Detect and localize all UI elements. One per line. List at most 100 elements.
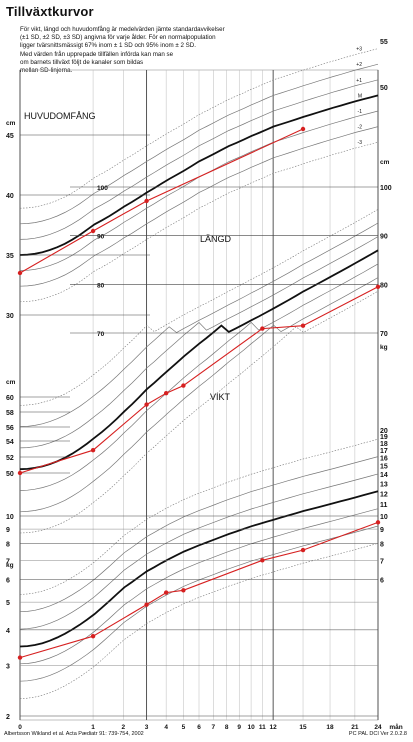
weight-tick-label: 10 xyxy=(6,514,14,521)
length-tick-label: 56 xyxy=(6,425,14,432)
child-length-point xyxy=(375,284,381,289)
age-tick-label: 7 xyxy=(212,724,216,731)
version-label: PC PAL DCI Ver 2.0.2.8 xyxy=(348,731,407,737)
child-weight-point xyxy=(375,520,381,525)
weight-tick-label-right: 10 xyxy=(380,514,388,521)
child-head-line xyxy=(19,128,304,274)
weight-tick-label-right: 8 xyxy=(380,542,384,549)
weight-sd-curve xyxy=(19,525,379,682)
weight-tick-label: 5 xyxy=(6,600,10,607)
head-sd-curve xyxy=(19,141,379,303)
length-tick-label-inner: 90 xyxy=(97,234,105,241)
child-head-point xyxy=(144,198,149,204)
sd-label: +2 xyxy=(356,62,362,68)
x-axis-unit: mån xyxy=(389,723,402,731)
child-weight-point xyxy=(300,547,306,553)
length-tick-label: 50 xyxy=(6,471,14,478)
citation: Albertsson Wikland et al. Acta Pædiatr 9… xyxy=(4,731,144,737)
age-tick-label: 11 xyxy=(259,724,266,731)
child-length-line xyxy=(19,286,379,474)
weight-sd-curve xyxy=(19,543,379,699)
length-tick-label-inner: 100 xyxy=(97,185,108,192)
child-length-point xyxy=(260,326,265,331)
weight-tick-label: 8 xyxy=(6,542,10,549)
age-tick-label: 21 xyxy=(351,724,359,731)
age-tick-label: 15 xyxy=(299,724,307,731)
child-weight-line xyxy=(19,521,379,659)
sd-label: M xyxy=(358,93,362,99)
age-tick-label: 0 xyxy=(18,724,22,731)
child-head-point xyxy=(17,270,23,276)
weight-tick-label-right: 14 xyxy=(380,472,388,479)
length-tick-label-right: 90 xyxy=(380,234,388,241)
length-tick-label: 54 xyxy=(6,439,14,446)
length-sd-curve xyxy=(19,236,379,449)
weight-tick-label-right: 9 xyxy=(380,527,384,534)
weight-tick-label-right: 20 xyxy=(380,428,388,435)
weight-tick-label: 7 xyxy=(6,558,10,565)
length-tick-label-right: 70 xyxy=(380,331,388,338)
weight-tick-label: 4 xyxy=(6,628,10,635)
length-tick-label-inner: 80 xyxy=(97,282,105,289)
age-tick-label: 6 xyxy=(197,724,201,731)
weight-unit-label-right: kg xyxy=(380,344,388,351)
head-tick-label: 45 xyxy=(6,133,14,140)
age-tick-label: 12 xyxy=(270,724,278,731)
sd-label: +1 xyxy=(356,78,362,84)
sd-label: -2 xyxy=(358,125,363,131)
weight-tick-label-right: 19 xyxy=(380,434,388,441)
weight-tick-label-right: 16 xyxy=(380,456,388,463)
age-tick-label: 2 xyxy=(122,724,126,731)
length-tick-label-right: 100 xyxy=(380,185,392,192)
child-length-point xyxy=(90,448,96,453)
age-tick-label: 10 xyxy=(247,724,255,731)
length-tick-label: 58 xyxy=(6,410,14,417)
weight-tick-label: 6 xyxy=(6,577,10,584)
age-tick-label: 5 xyxy=(182,724,186,731)
length-sd-curve xyxy=(19,209,379,406)
length-sd-curve xyxy=(19,222,379,427)
child-head-point xyxy=(300,126,306,132)
head-sd-curve xyxy=(19,48,379,209)
age-tick-label: 4 xyxy=(164,724,168,731)
length-tick-label-inner: 70 xyxy=(97,331,105,338)
child-weight-point xyxy=(163,590,169,595)
age-tick-label: 8 xyxy=(225,724,229,731)
length-unit-label-left: cm xyxy=(6,379,16,386)
head-tick-label-right: 50 xyxy=(380,85,388,92)
length-sd-curve xyxy=(19,277,379,513)
child-length-point xyxy=(300,323,306,328)
length-tick-label-right: 80 xyxy=(380,282,388,289)
length-sd-curve xyxy=(19,290,379,534)
age-tick-label: 18 xyxy=(326,724,334,731)
length-unit-label: cm xyxy=(380,159,390,166)
head-tick-label: 40 xyxy=(6,193,14,200)
weight-mean-curve xyxy=(19,490,379,648)
weight-tick-label-right: 6 xyxy=(380,577,384,584)
weight-tick-label-right: 15 xyxy=(380,464,388,471)
length-sd-curve xyxy=(19,263,379,491)
head-sd-curve xyxy=(19,63,379,225)
head-mean-curve xyxy=(19,94,379,256)
sd-label: -3 xyxy=(358,140,363,146)
weight-sd-curve xyxy=(19,508,379,665)
length-tick-label: 52 xyxy=(6,455,14,462)
weight-sd-curve xyxy=(19,473,379,630)
head-tick-label: 30 xyxy=(6,313,14,320)
age-tick-label: 9 xyxy=(237,724,241,731)
weight-tick-label-right: 17 xyxy=(380,448,388,455)
head-tick-label: 35 xyxy=(6,253,14,260)
intro-text: För vikt, längd och huvudomfång är medel… xyxy=(20,26,225,75)
weight-unit-label: kg xyxy=(6,562,14,569)
weight-sd-curve xyxy=(19,456,379,613)
age-tick-label: 24 xyxy=(374,724,382,731)
head-sd-curve xyxy=(19,126,379,287)
weight-tick-label: 2 xyxy=(6,714,10,721)
child-head-point xyxy=(90,228,96,234)
weight-tick-label-right: 13 xyxy=(380,481,388,488)
child-weight-point xyxy=(181,588,186,593)
length-tick-label: 60 xyxy=(6,395,14,402)
head-unit-label: cm xyxy=(6,120,16,127)
age-tick-label: 1 xyxy=(91,724,95,731)
sd-label: +3 xyxy=(356,47,362,53)
